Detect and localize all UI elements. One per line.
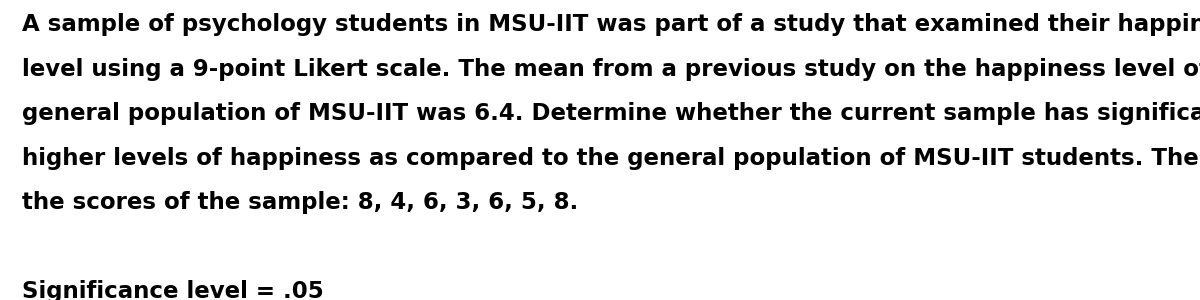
Text: Significance level = .05: Significance level = .05 (22, 280, 323, 300)
Text: level using a 9-point Likert scale. The mean from a previous study on the happin: level using a 9-point Likert scale. The … (22, 58, 1200, 81)
Text: higher levels of happiness as compared to the general population of MSU-IIT stud: higher levels of happiness as compared t… (22, 147, 1200, 170)
Text: the scores of the sample: 8, 4, 6, 3, 6, 5, 8.: the scores of the sample: 8, 4, 6, 3, 6,… (22, 191, 578, 214)
Text: A sample of psychology students in MSU-IIT was part of a study that examined the: A sample of psychology students in MSU-I… (22, 14, 1200, 37)
Text: general population of MSU-IIT was 6.4. Determine whether the current sample has : general population of MSU-IIT was 6.4. D… (22, 102, 1200, 125)
